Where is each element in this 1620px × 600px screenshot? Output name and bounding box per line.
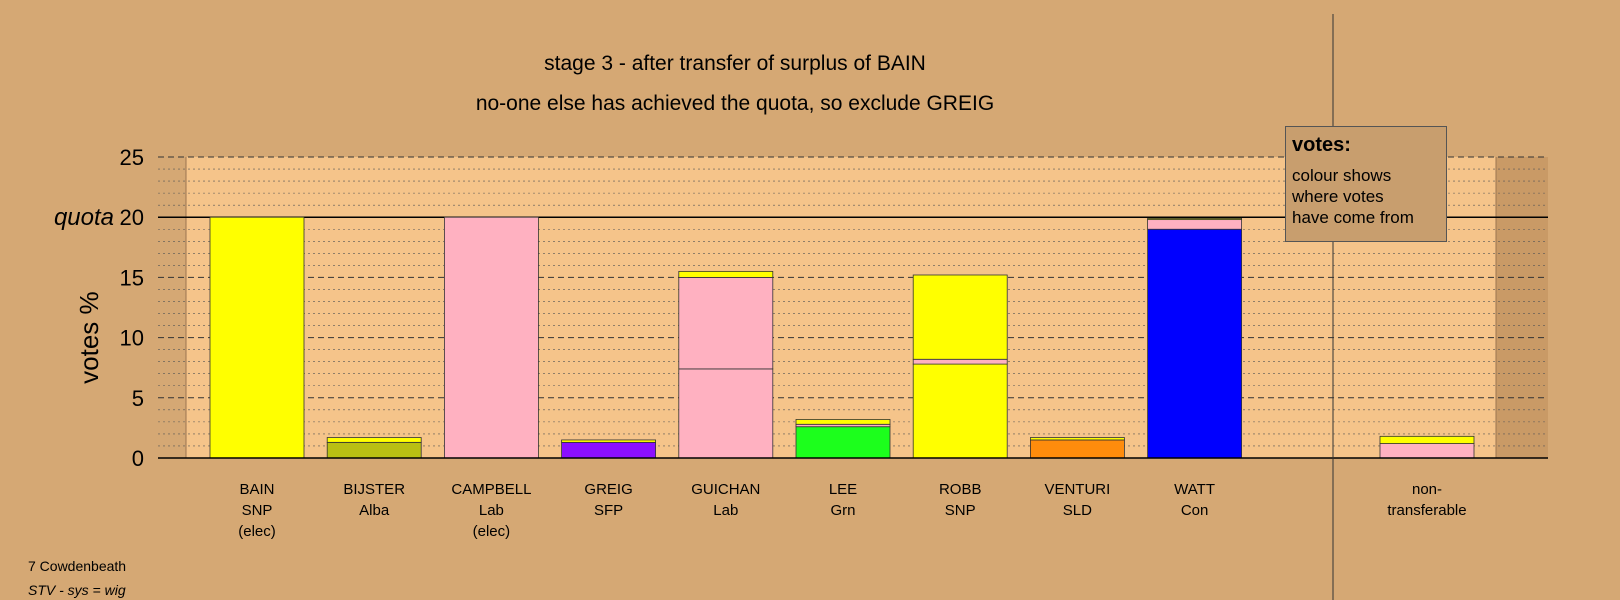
x-label-nontransferable: transferable <box>1387 502 1466 519</box>
x-label-campbell: (elec) <box>473 523 511 540</box>
x-label-bijster: Alba <box>359 502 390 519</box>
x-label-venturi: SLD <box>1063 502 1092 519</box>
x-label-guichan: Lab <box>713 502 738 519</box>
bar-robb-segment-snp <box>912 274 1008 360</box>
bar-greig-segment-sfp <box>561 441 656 459</box>
y-tick-label: 15 <box>120 265 144 290</box>
ward-label: 7 Cowdenbeath <box>28 558 127 574</box>
bar-robb-segment-lab <box>912 358 1008 365</box>
y-tick-label: 5 <box>132 386 144 411</box>
chart-title: stage 3 - after transfer of surplus of B… <box>544 52 926 75</box>
y-tick-label: 10 <box>120 326 144 351</box>
bar-watt-segment-lab <box>1147 219 1242 230</box>
x-label-robb: ROBB <box>939 481 982 498</box>
bar-guichan-segment-lab <box>678 368 774 459</box>
x-label-greig: GREIG <box>584 481 632 498</box>
bar-bijster-segment-alba <box>326 441 422 459</box>
legend-title: votes: <box>1292 134 1351 156</box>
bar-bain-segment-snp <box>209 216 305 459</box>
bar-venturi-segment-sld <box>1030 439 1125 459</box>
legend-box: votes: colour shows where votes have com… <box>1285 126 1447 242</box>
x-label-bain: (elec) <box>238 523 276 540</box>
plot-margin-shade <box>1496 157 1548 458</box>
x-label-campbell: Lab <box>479 502 504 519</box>
x-label-guichan: GUICHAN <box>691 481 760 498</box>
y-tick-label: 20 <box>120 205 144 230</box>
system-label: STV - sys = wig <box>28 582 126 598</box>
x-label-nontransferable: non- <box>1412 481 1442 498</box>
x-label-venturi: VENTURI <box>1044 481 1110 498</box>
y-tick-label: 0 <box>132 446 144 471</box>
bar-greig-segment-snp <box>561 439 656 443</box>
bar-nontransferable-segment-snp <box>1379 435 1475 444</box>
quota-label: quota <box>54 204 114 231</box>
y-axis-title: votes % <box>74 291 104 384</box>
x-label-lee: LEE <box>829 481 857 498</box>
x-label-lee: Grn <box>830 502 855 519</box>
bar-watt-segment-snp <box>1147 218 1242 221</box>
bar-lee-segment-snp <box>795 419 891 425</box>
bar-nontransferable-segment-lab <box>1379 443 1475 459</box>
y-tick-label: 25 <box>120 145 144 170</box>
plot-area <box>186 157 1496 458</box>
bar-campbell-segment-lab <box>443 216 539 459</box>
bar-bijster-segment-snp <box>326 437 422 443</box>
bar-guichan-segment-lab <box>678 276 774 370</box>
x-label-bijster: BIJSTER <box>343 481 405 498</box>
x-label-bain: BAIN <box>239 481 274 498</box>
x-label-robb: SNP <box>945 502 976 519</box>
legend-text: colour shows where votes have come from <box>1292 166 1414 227</box>
bar-guichan-segment-snp <box>678 270 774 278</box>
x-label-watt: Con <box>1181 502 1209 519</box>
x-label-campbell: CAMPBELL <box>451 481 531 498</box>
bar-watt-segment-con <box>1147 228 1242 459</box>
bar-venturi-segment-snp <box>1030 437 1125 441</box>
bar-robb-segment-snp <box>912 363 1008 459</box>
chart-subtitle: no-one else has achieved the quota, so e… <box>475 92 995 115</box>
bar-lee-segment-grn <box>795 426 891 459</box>
x-label-greig: SFP <box>594 502 623 519</box>
x-label-watt: WATT <box>1174 481 1215 498</box>
x-label-bain: SNP <box>242 502 273 519</box>
